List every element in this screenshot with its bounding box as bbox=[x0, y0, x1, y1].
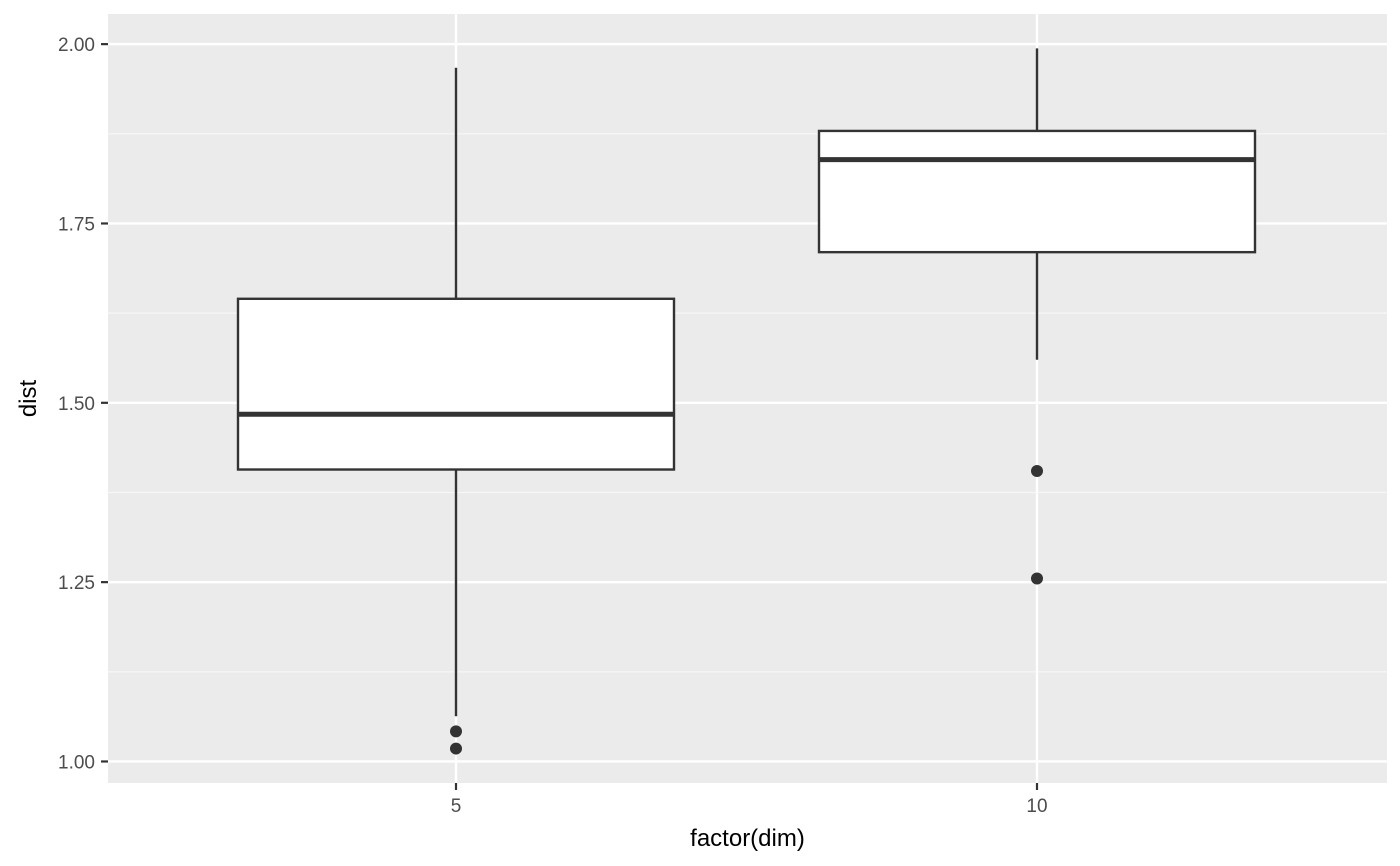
y-axis: 1.00 1.25 1.50 1.75 2.00 bbox=[58, 35, 108, 773]
box-body bbox=[236, 297, 676, 471]
outlier-point bbox=[1031, 464, 1043, 477]
x-tick-label: 5 bbox=[451, 796, 462, 817]
outlier-point bbox=[450, 725, 462, 738]
x-tick-label: 10 bbox=[1026, 796, 1047, 817]
x-axis-title: factor(dim) bbox=[690, 825, 805, 852]
box-10 bbox=[817, 48, 1257, 585]
y-tick-label: 2.00 bbox=[58, 35, 95, 56]
box-series bbox=[236, 48, 1257, 755]
y-tick-label: 1.50 bbox=[58, 394, 95, 415]
box-body bbox=[817, 129, 1257, 254]
box-5 bbox=[236, 67, 676, 755]
y-axis-title: dist bbox=[15, 380, 42, 418]
outlier-point bbox=[450, 742, 462, 755]
outlier-point bbox=[1031, 572, 1043, 585]
x-axis: 5 10 bbox=[451, 783, 1048, 817]
y-tick-label: 1.00 bbox=[58, 752, 95, 773]
y-tick-label: 1.25 bbox=[58, 573, 95, 594]
y-tick-label: 1.75 bbox=[58, 214, 95, 235]
